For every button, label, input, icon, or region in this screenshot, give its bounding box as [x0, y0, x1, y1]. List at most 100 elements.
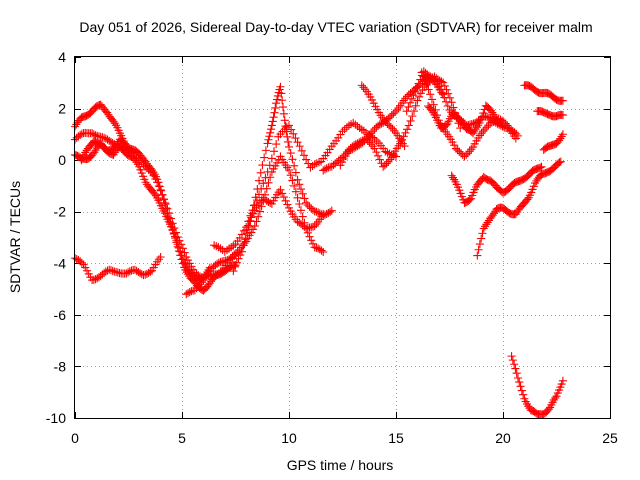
data-point — [229, 266, 238, 276]
x-tick-label: 25 — [602, 430, 618, 446]
data-point — [234, 254, 243, 263]
data-point — [245, 217, 254, 226]
data-point — [288, 176, 297, 185]
data-point — [327, 206, 336, 215]
data-point — [256, 168, 265, 177]
data-point — [416, 75, 425, 84]
data-point — [477, 112, 487, 121]
data-point — [403, 92, 412, 101]
data-point — [331, 159, 340, 168]
data-point — [278, 103, 288, 112]
data-point — [365, 138, 374, 147]
data-point — [288, 155, 297, 164]
data-point — [269, 113, 278, 122]
data-point — [247, 213, 256, 222]
series-arc-20 — [533, 106, 567, 121]
data-point — [243, 221, 252, 230]
data-point — [142, 164, 151, 173]
data-point — [295, 180, 304, 189]
data-point — [553, 389, 562, 398]
data-point — [271, 103, 280, 113]
data-point — [361, 135, 371, 144]
data-point — [460, 152, 469, 161]
data-point — [387, 111, 396, 120]
data-point — [296, 219, 306, 228]
data-point — [307, 236, 316, 245]
data-point — [440, 93, 449, 102]
data-point — [231, 250, 240, 259]
data-point — [336, 161, 345, 170]
data-point — [300, 194, 309, 203]
data-point — [149, 171, 158, 180]
data-point — [400, 142, 409, 151]
data-point — [228, 253, 237, 262]
data-point — [427, 95, 437, 104]
data-point — [136, 165, 145, 174]
data-point — [551, 393, 560, 402]
data-point — [383, 119, 392, 128]
data-point — [494, 118, 503, 128]
series-arc-09 — [242, 185, 328, 234]
data-point — [424, 85, 433, 94]
data-point — [79, 260, 88, 269]
data-point — [259, 179, 268, 188]
data-point — [213, 269, 222, 278]
data-point — [403, 125, 412, 134]
data-point — [266, 125, 276, 134]
data-point — [295, 142, 304, 151]
data-point — [537, 162, 546, 171]
data-point — [312, 207, 321, 216]
data-point — [555, 386, 564, 395]
data-point — [160, 209, 169, 218]
data-point — [84, 269, 93, 279]
data-point — [370, 124, 379, 134]
data-point — [324, 163, 333, 172]
series-arc-19 — [520, 81, 567, 105]
data-point — [265, 161, 274, 170]
data-point — [413, 96, 422, 105]
data-point — [154, 181, 163, 191]
data-point — [479, 109, 488, 118]
data-point — [100, 133, 109, 142]
data-point — [185, 287, 194, 297]
data-point — [517, 386, 526, 395]
data-point — [76, 257, 85, 266]
data-point — [146, 167, 155, 176]
data-point — [283, 132, 292, 141]
data-point — [438, 89, 447, 98]
tick-labels: 0 5 10 15 20 25 -10 -8 -6 -4 -2 0 2 4 — [46, 49, 618, 446]
data-point — [334, 156, 343, 165]
data-point — [254, 176, 264, 185]
data-point — [185, 259, 194, 268]
data-point — [276, 185, 285, 194]
data-point — [284, 137, 293, 146]
data-point — [237, 247, 246, 256]
data-point — [379, 162, 388, 171]
data-point — [135, 162, 144, 171]
data-point — [305, 232, 314, 241]
data-point — [207, 264, 217, 273]
data-point — [167, 222, 176, 231]
data-point — [409, 91, 418, 100]
data-point — [296, 185, 306, 194]
data-point — [216, 257, 225, 267]
data-point — [286, 148, 295, 158]
data-point — [319, 247, 328, 257]
data-point — [511, 364, 520, 373]
data-point — [457, 192, 466, 201]
data-point — [236, 250, 245, 260]
data-point — [267, 121, 276, 130]
data-point — [265, 132, 274, 141]
data-point — [558, 130, 567, 139]
data-point — [411, 87, 420, 96]
data-point — [259, 193, 268, 202]
data-point — [373, 105, 382, 114]
data-point — [477, 234, 486, 243]
data-point — [137, 169, 146, 178]
data-point — [429, 100, 438, 109]
data-point — [426, 90, 435, 99]
data-points — [70, 67, 567, 419]
data-point — [257, 184, 266, 193]
plot-frame — [74, 56, 611, 419]
data-point — [456, 189, 465, 198]
